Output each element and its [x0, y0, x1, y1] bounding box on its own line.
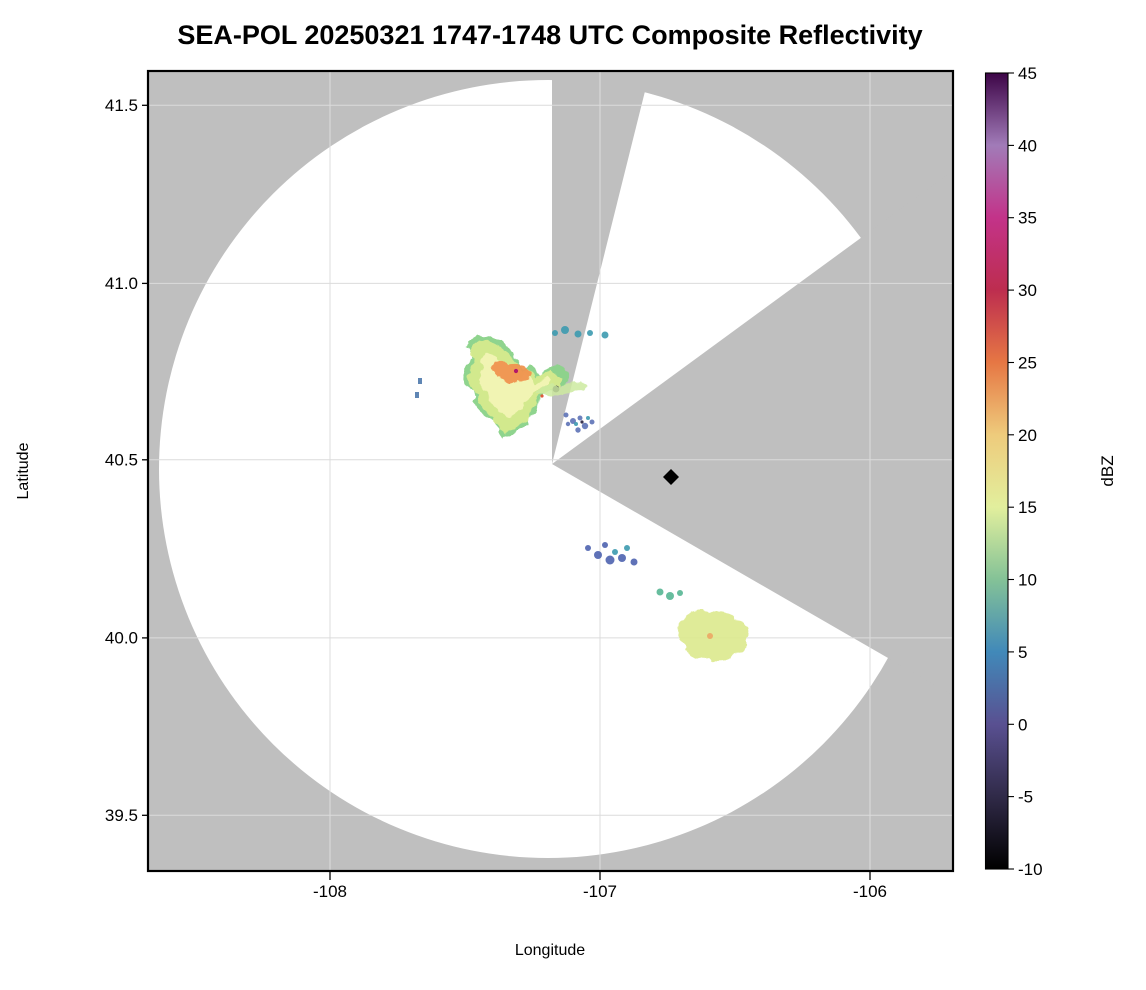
svg-text:40.5: 40.5: [105, 450, 138, 469]
svg-text:40: 40: [1018, 136, 1037, 155]
svg-text:0: 0: [1018, 715, 1027, 734]
svg-text:-107: -107: [583, 882, 617, 901]
svg-text:25: 25: [1018, 354, 1037, 373]
svg-text:-106: -106: [853, 882, 887, 901]
svg-text:40.0: 40.0: [105, 628, 138, 647]
svg-text:30: 30: [1018, 281, 1037, 300]
svg-text:41.0: 41.0: [105, 274, 138, 293]
svg-text:45: 45: [1018, 64, 1037, 83]
svg-text:5: 5: [1018, 643, 1027, 662]
svg-text:-5: -5: [1018, 788, 1033, 807]
svg-text:20: 20: [1018, 426, 1037, 445]
svg-text:Latitude: Latitude: [15, 442, 32, 499]
svg-text:Longitude: Longitude: [515, 942, 585, 959]
svg-text:41.5: 41.5: [105, 96, 138, 115]
svg-text:SEA-POL 20250321 1747-1748 UTC: SEA-POL 20250321 1747-1748 UTC Composite…: [177, 20, 922, 50]
svg-text:-108: -108: [313, 882, 347, 901]
svg-text:10: 10: [1018, 571, 1037, 590]
svg-text:-10: -10: [1018, 860, 1043, 879]
svg-text:35: 35: [1018, 209, 1037, 228]
svg-text:15: 15: [1018, 498, 1037, 517]
svg-text:39.5: 39.5: [105, 806, 138, 825]
svg-text:dBZ: dBZ: [1098, 455, 1117, 486]
